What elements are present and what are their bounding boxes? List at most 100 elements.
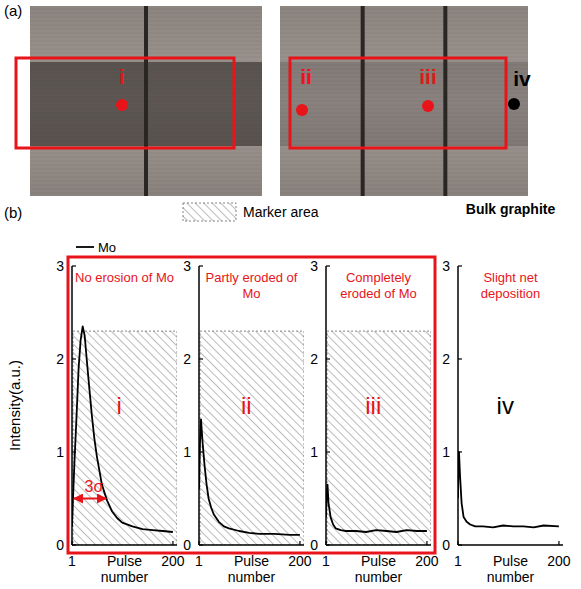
y-tick [199,544,203,545]
texture [280,185,528,186]
texture [280,41,528,42]
chart-title: No erosion of Mo [75,270,174,285]
y-tick-label: 0 [310,537,318,553]
texture [280,53,528,54]
panel-mark: i [117,392,122,419]
y-tick [458,265,462,266]
panel-label: (b) [4,204,22,221]
position-dot [296,104,308,116]
position-label: i [119,65,125,88]
text-line: number [487,569,535,585]
texture [280,189,528,190]
text-line: number [355,569,403,585]
texture [280,165,528,166]
data-line [326,485,427,532]
y-tick-label: 0 [442,537,450,553]
texture [280,61,528,62]
texture [280,177,528,178]
text-line: number [101,569,149,585]
texture [280,37,528,38]
y-tick [199,451,203,452]
x-tick-label: 200 [547,553,571,569]
y-tick-label: 0 [56,537,64,553]
chart: 01231200PulsenumberCompletelyeroded of M… [310,258,439,585]
tile-gap [361,6,365,196]
data-line [72,326,173,532]
text-line: Pulse [493,553,528,569]
y-tick-label: 0 [183,537,191,553]
texture [280,173,528,174]
y-tick-label: 2 [183,351,191,367]
position-dot [508,98,520,110]
x-axis [199,544,304,546]
texture [280,33,528,34]
texture [280,181,528,182]
y-tick-label: 3 [183,258,191,274]
y-tick-label: 2 [56,351,64,367]
y-axis [457,266,459,545]
texture [280,21,528,22]
y-tick [199,358,203,359]
panel-mark: iv [497,392,514,419]
y-axis [198,266,200,545]
y-axis [325,266,327,545]
plot-area [199,331,304,545]
position-label: iii [419,65,437,88]
texture [280,153,528,154]
annotation: 3σ [85,478,104,495]
photo-ground [280,6,528,196]
y-tick-label: 1 [310,444,318,460]
x-tick-label: 1 [454,553,462,569]
group-frame [68,257,435,553]
texture [280,193,528,194]
x-tick [325,541,326,545]
text-line: deposition [481,286,540,301]
photo [30,6,262,196]
texture [280,161,528,162]
text-line: Mo [242,286,260,301]
highlight-box [290,58,506,148]
texture [280,49,528,50]
x-tick-label: 1 [322,553,330,569]
data-line [458,452,559,527]
x-axis-title: Pulsenumber [355,553,403,585]
x-tick [457,541,458,545]
y-tick-label: 1 [56,444,64,460]
plot-area [458,452,559,527]
legend-line [76,246,94,248]
y-tick-label: 3 [442,258,450,274]
texture [280,25,528,26]
y-tick-label: 2 [310,351,318,367]
marker-area [73,331,177,545]
text-line: Partly eroded of [206,270,298,285]
x-tick [198,541,199,545]
x-tick-label: 1 [68,553,76,569]
text-line: number [228,569,276,585]
texture [280,29,528,30]
x-tick [426,541,427,545]
x-tick [299,541,300,545]
y-tick [458,451,462,452]
y-tick-label: 2 [442,351,450,367]
text-line: No erosion of Mo [75,270,174,285]
plot-area [72,326,177,545]
texture [280,169,528,170]
text-line: eroded of Mo [340,286,417,301]
text-line: Pulse [361,553,396,569]
x-tick-label: 200 [288,553,312,569]
x-tick [558,541,559,545]
marker-area [200,331,304,545]
panel-heading: Bulk graphite [466,201,556,217]
y-tick-label: 1 [183,444,191,460]
texture [280,17,528,18]
y-tick [326,265,330,266]
legend-label: Mo [98,240,116,255]
x-axis-title: Pulsenumber [228,553,276,585]
legend-swatch [183,203,236,221]
x-axis [326,544,431,546]
position-label: iv [513,67,531,90]
texture [280,157,528,158]
position-dot [116,99,128,111]
y-tick [199,265,203,266]
chart: 01231200PulsenumberPartly eroded ofMoii [183,258,312,585]
